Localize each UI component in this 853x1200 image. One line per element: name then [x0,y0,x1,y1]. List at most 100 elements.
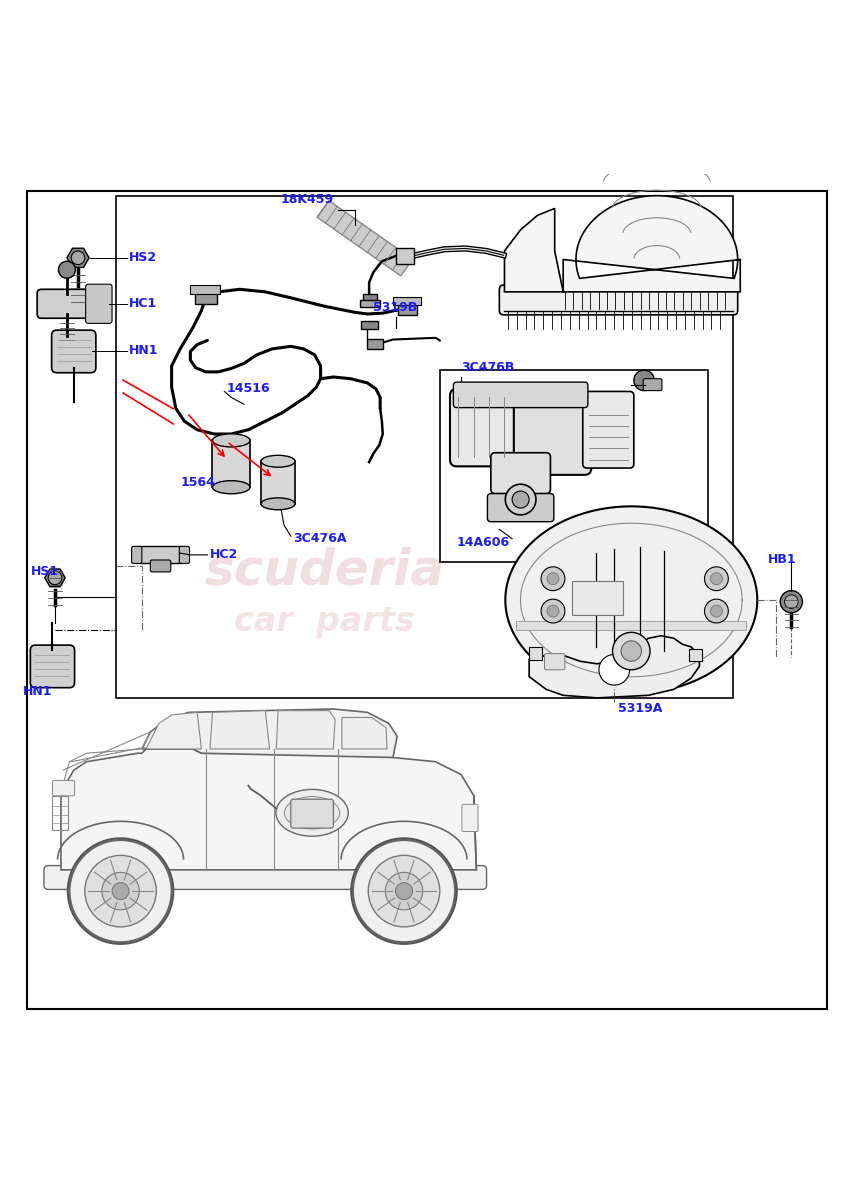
FancyBboxPatch shape [582,391,633,468]
Ellipse shape [212,481,250,493]
Bar [261,461,295,504]
Text: 5319B: 5319B [373,301,417,314]
Text: 14A606: 14A606 [456,535,509,548]
Circle shape [780,590,802,613]
Circle shape [704,566,728,590]
Bar [359,300,380,307]
Circle shape [505,485,536,515]
Circle shape [620,641,641,661]
Text: HC2: HC2 [210,548,238,562]
FancyBboxPatch shape [499,286,737,314]
FancyBboxPatch shape [52,780,74,796]
Circle shape [710,572,722,584]
FancyBboxPatch shape [291,799,333,828]
FancyBboxPatch shape [450,389,527,467]
FancyBboxPatch shape [150,560,171,572]
Bar [688,648,701,661]
Text: HS2: HS2 [129,251,157,264]
FancyBboxPatch shape [37,289,105,318]
FancyBboxPatch shape [642,379,661,390]
Circle shape [58,262,75,278]
Polygon shape [61,749,476,870]
Bar [529,647,542,660]
Circle shape [541,599,564,623]
Circle shape [598,654,629,685]
Ellipse shape [261,498,295,510]
FancyBboxPatch shape [453,382,587,408]
Text: scuderia: scuderia [205,546,444,594]
FancyBboxPatch shape [461,804,478,832]
FancyBboxPatch shape [44,865,486,889]
Circle shape [102,872,139,910]
Bar [195,292,217,304]
Circle shape [71,251,84,265]
Ellipse shape [276,790,348,836]
Bar [212,440,250,487]
FancyBboxPatch shape [490,452,550,493]
Text: HN1: HN1 [129,344,159,358]
Bar [397,304,416,314]
Text: 3C476B: 3C476B [461,361,514,374]
Circle shape [395,883,412,900]
Bar [516,622,746,630]
Circle shape [541,566,564,590]
Bar [316,200,412,276]
Bar [571,581,622,616]
Polygon shape [276,710,334,749]
FancyBboxPatch shape [51,330,96,373]
Circle shape [633,370,653,390]
Text: 18K459: 18K459 [280,193,333,206]
Text: 14516: 14516 [227,383,270,395]
FancyBboxPatch shape [514,397,590,475]
Bar [439,370,707,562]
Circle shape [48,571,61,584]
Bar [116,196,733,698]
Polygon shape [341,718,386,749]
Text: 3C476A: 3C476A [293,533,346,545]
Text: 5319A: 5319A [617,702,661,715]
Circle shape [84,856,156,926]
Ellipse shape [261,455,295,467]
Polygon shape [67,248,89,268]
Polygon shape [504,209,562,292]
Text: HS1: HS1 [32,564,59,577]
Circle shape [69,840,171,942]
Circle shape [704,599,728,623]
FancyBboxPatch shape [31,646,74,688]
Bar [360,320,377,329]
Circle shape [547,572,558,584]
Text: car  parts: car parts [235,605,415,637]
Polygon shape [210,710,270,749]
Circle shape [352,840,455,942]
Circle shape [612,632,649,670]
FancyBboxPatch shape [487,493,554,522]
Polygon shape [146,713,201,749]
FancyBboxPatch shape [544,654,564,670]
Bar [395,248,414,264]
FancyBboxPatch shape [179,546,189,563]
Bar [363,294,376,302]
Polygon shape [562,196,740,292]
Circle shape [112,883,129,900]
Ellipse shape [284,797,339,829]
FancyBboxPatch shape [131,546,142,563]
Bar [190,286,220,294]
Circle shape [710,605,722,617]
Bar [367,338,382,349]
Circle shape [784,595,798,608]
Polygon shape [142,709,397,757]
Polygon shape [529,636,699,698]
Bar [392,296,421,306]
Polygon shape [505,506,757,694]
Ellipse shape [212,434,250,446]
Text: HC1: HC1 [129,298,157,311]
Circle shape [547,605,558,617]
Text: HB1: HB1 [767,553,795,565]
FancyBboxPatch shape [85,284,112,323]
Circle shape [385,872,422,910]
Bar [52,796,67,830]
Circle shape [368,856,439,926]
Circle shape [512,491,529,508]
Bar [139,546,182,563]
Polygon shape [44,569,65,587]
